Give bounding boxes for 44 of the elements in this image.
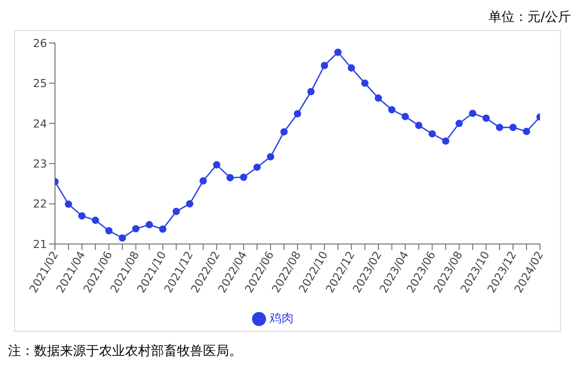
point bbox=[509, 124, 517, 132]
point bbox=[226, 174, 234, 182]
point bbox=[253, 164, 261, 171]
point bbox=[105, 227, 113, 234]
point bbox=[482, 114, 490, 122]
point bbox=[186, 200, 194, 208]
legend-label: 鸡肉 bbox=[270, 311, 294, 325]
y-tick-label: 26 bbox=[33, 36, 47, 50]
point bbox=[456, 120, 463, 128]
point bbox=[415, 122, 422, 130]
point bbox=[213, 161, 220, 168]
text: 单位：元/公斤 bbox=[488, 9, 572, 27]
point bbox=[118, 234, 126, 242]
point bbox=[92, 216, 100, 224]
point bbox=[496, 124, 504, 132]
point bbox=[280, 128, 288, 136]
point bbox=[442, 137, 450, 145]
point bbox=[388, 106, 396, 114]
point bbox=[240, 174, 248, 181]
point bbox=[78, 212, 86, 220]
point bbox=[334, 48, 342, 56]
y-tick-label: 24 bbox=[33, 117, 47, 130]
point bbox=[172, 208, 180, 216]
point bbox=[294, 110, 302, 118]
point bbox=[320, 62, 328, 70]
text: 注：数据来源于农业农村部畜牧兽医局。 bbox=[8, 343, 243, 360]
point bbox=[374, 94, 382, 102]
point bbox=[402, 112, 409, 120]
point bbox=[428, 130, 436, 138]
point bbox=[266, 153, 274, 160]
point bbox=[522, 128, 530, 136]
point bbox=[468, 110, 476, 117]
y-tick-label: 22 bbox=[33, 198, 47, 211]
y-tick-label: 21 bbox=[33, 238, 47, 251]
point bbox=[132, 225, 140, 232]
point bbox=[361, 80, 369, 87]
point bbox=[307, 88, 315, 96]
point bbox=[348, 64, 356, 72]
point bbox=[200, 177, 207, 185]
point bbox=[146, 221, 153, 228]
point bbox=[64, 200, 72, 208]
point bbox=[159, 225, 166, 233]
y-tick-label: 25 bbox=[33, 77, 47, 90]
y-tick-label: 23 bbox=[33, 158, 47, 171]
